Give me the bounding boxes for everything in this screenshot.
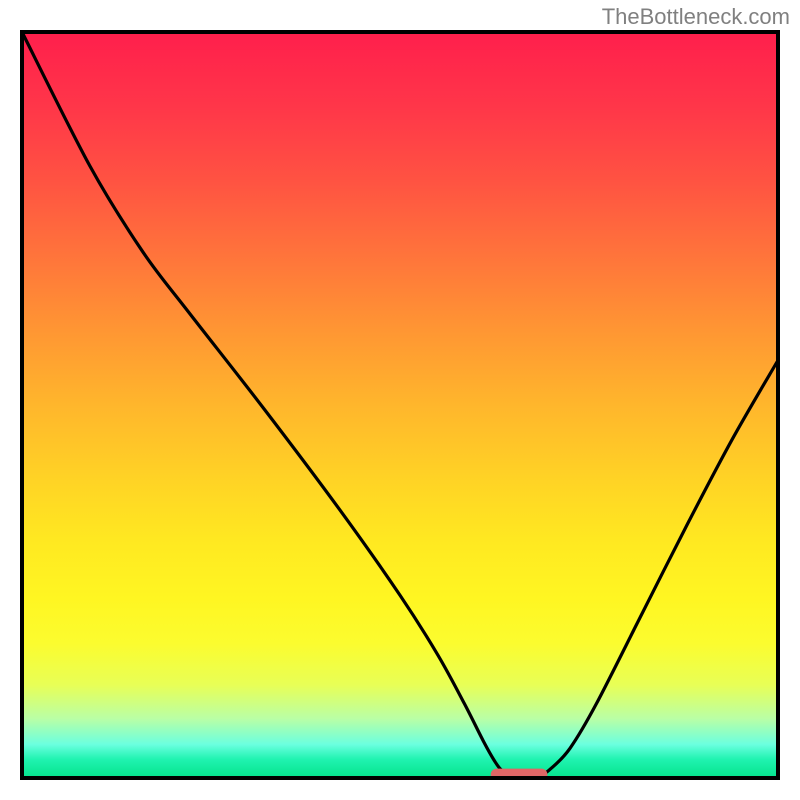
watermark-text: TheBottleneck.com xyxy=(602,4,790,30)
plot-area xyxy=(20,30,780,780)
gradient-background xyxy=(22,32,778,778)
chart-svg xyxy=(20,30,780,780)
chart-container: TheBottleneck.com xyxy=(0,0,800,800)
